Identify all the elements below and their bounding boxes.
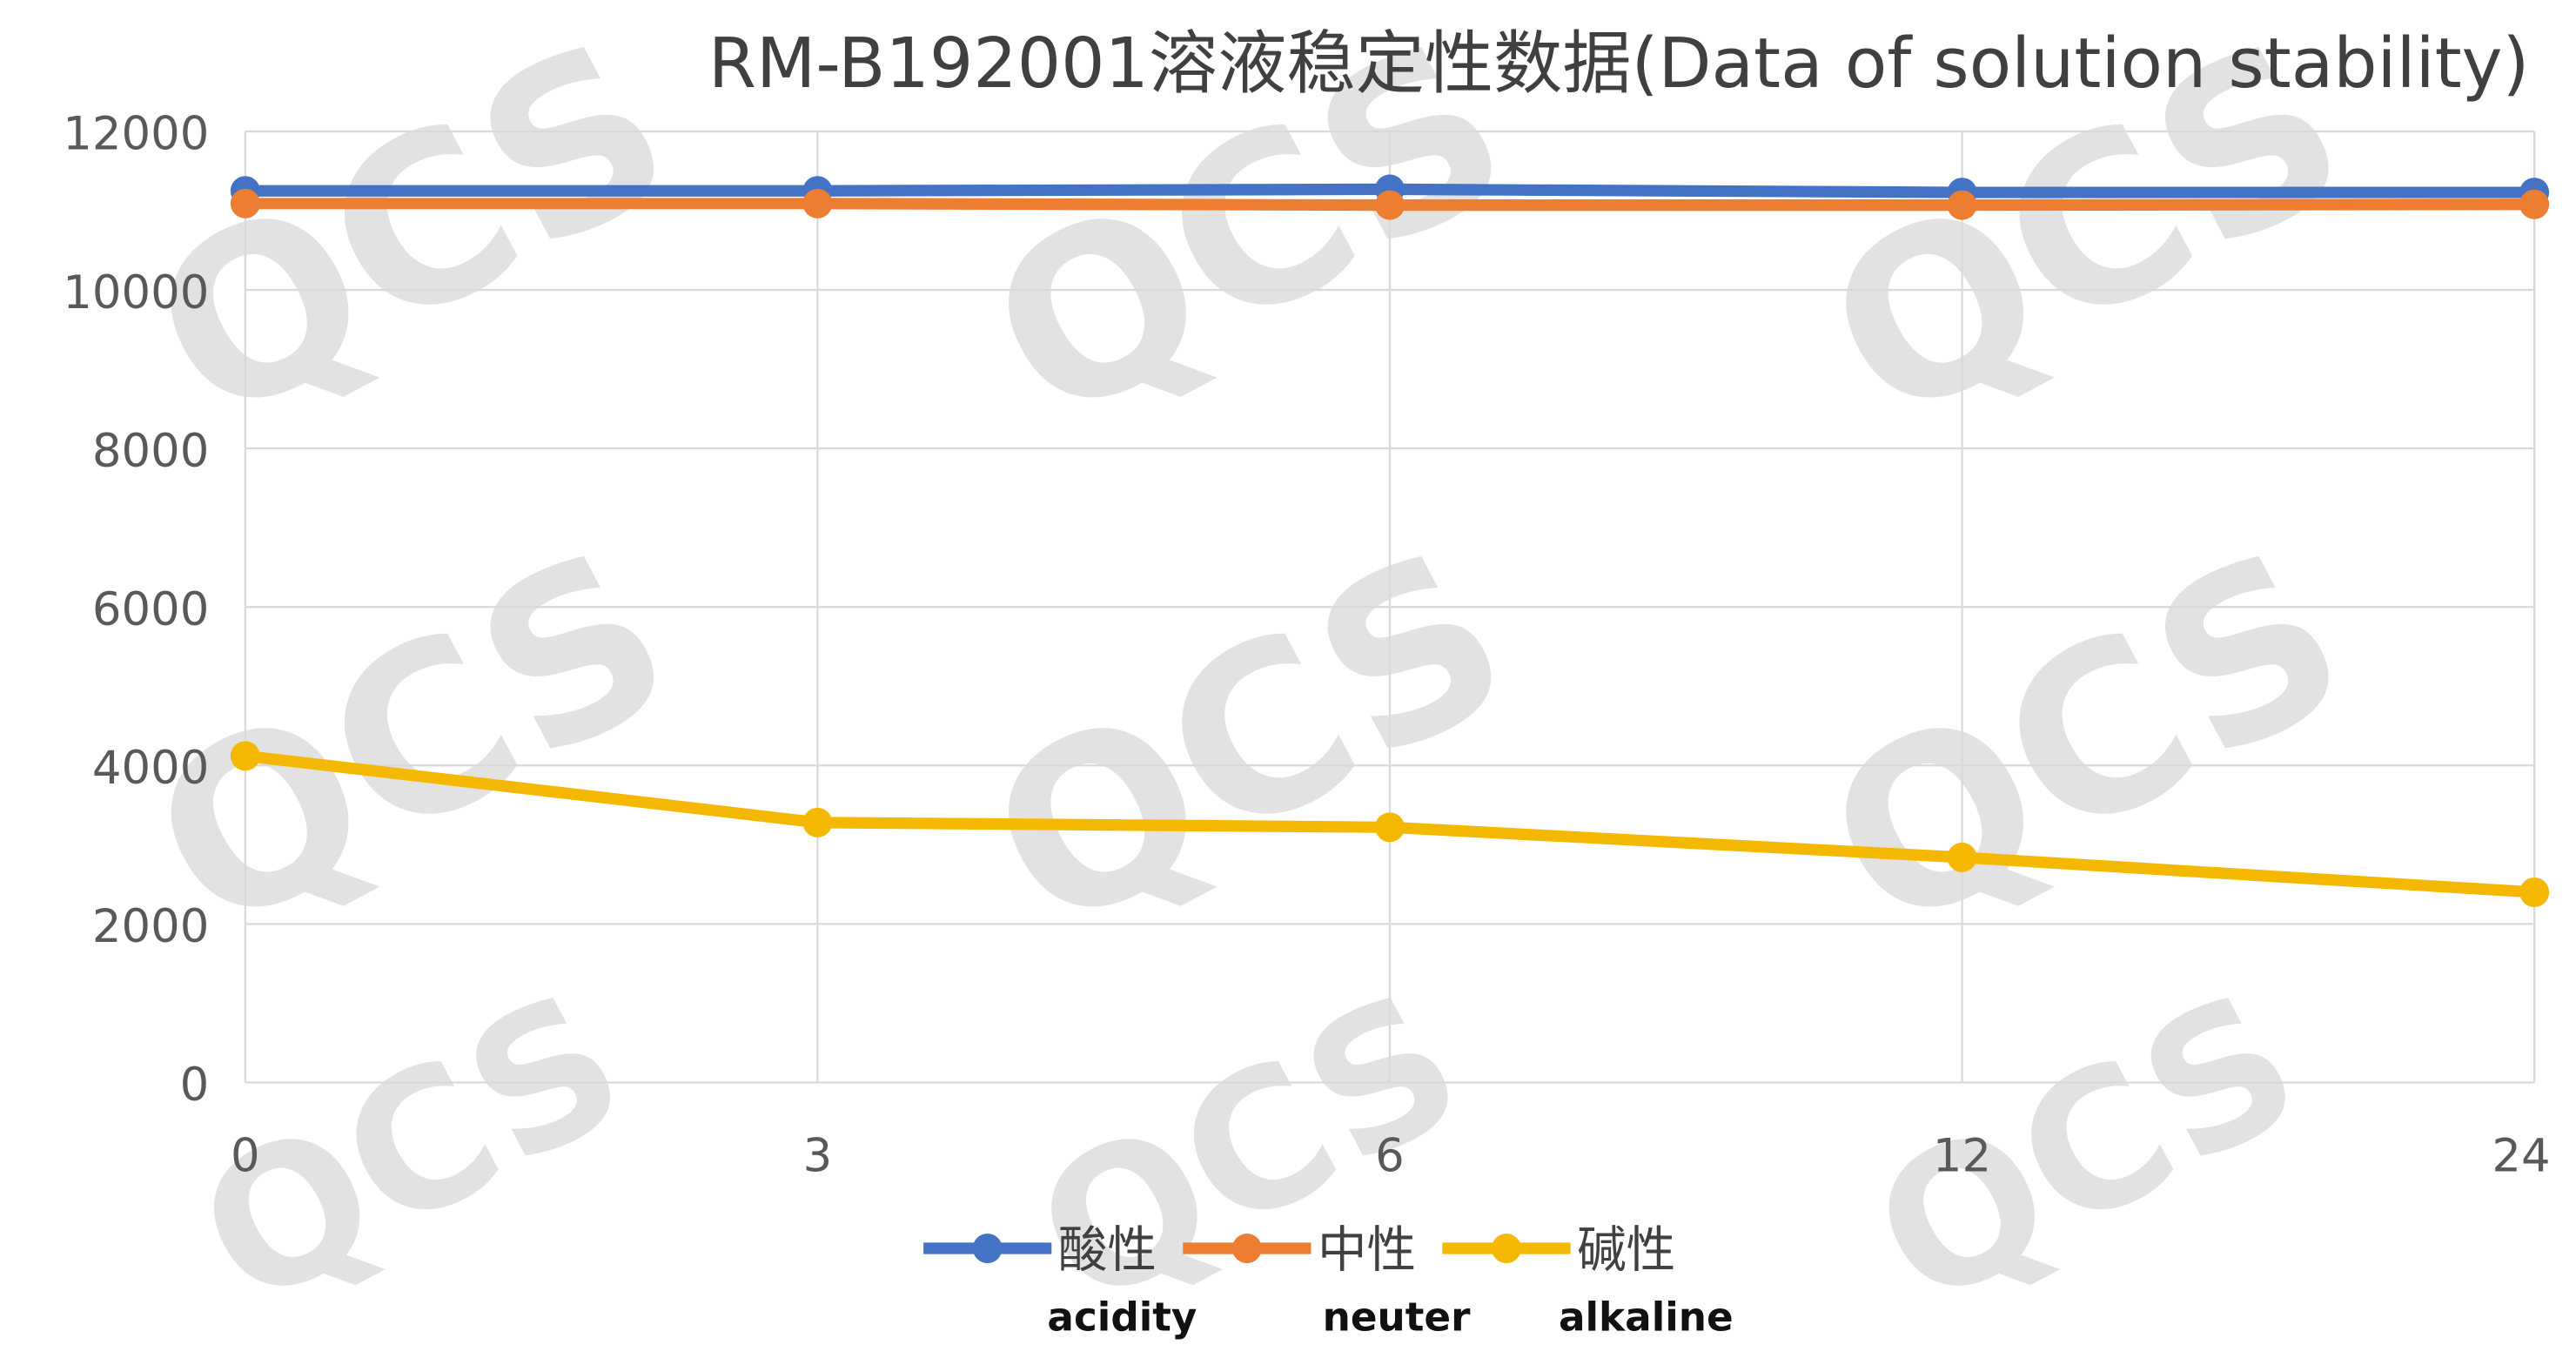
legend-item-alkaline: 碱性 alkaline: [1442, 1221, 1734, 1340]
data-point: [802, 188, 833, 219]
y-tick-label: 10000: [63, 266, 209, 319]
legend-label: 中性: [1318, 1221, 1416, 1279]
series-neuter: [230, 188, 2550, 220]
y-tick-label: 8000: [92, 425, 209, 478]
legend-label: 酸性: [1058, 1221, 1157, 1279]
watermark: QCS: [951, 499, 1548, 985]
legend-sublabel: alkaline: [1559, 1294, 1734, 1340]
x-tick-label: 12: [1933, 1129, 1991, 1182]
data-point: [802, 807, 833, 837]
y-tick-label: 4000: [92, 742, 209, 795]
legend-item-acidity: 酸性 acidity: [923, 1221, 1197, 1340]
legend-marker: [1231, 1234, 1262, 1264]
data-point: [2519, 189, 2550, 219]
data-point: [1375, 812, 1405, 843]
data-point: [1375, 190, 1405, 220]
y-tick-label: 0: [180, 1059, 210, 1112]
y-tick-label: 6000: [92, 583, 209, 636]
watermark: QCS: [113, 0, 710, 476]
data-point: [2519, 877, 2550, 907]
watermark: QCS: [1004, 951, 1494, 1351]
legend-marker: [972, 1234, 1003, 1264]
series-alkaline: [230, 741, 2550, 907]
x-axis: 0 3 6 12 24: [231, 1129, 2551, 1182]
data-point: [1947, 190, 1977, 220]
legend-label: 碱性: [1577, 1221, 1675, 1279]
x-tick-label: 24: [2492, 1129, 2550, 1182]
data-point: [230, 741, 260, 771]
watermark: QCS: [1841, 951, 2331, 1351]
legend-sublabel: neuter: [1323, 1294, 1471, 1340]
legend-sublabel: acidity: [1047, 1294, 1197, 1340]
y-tick-label: 2000: [92, 900, 209, 953]
x-tick-label: 6: [1375, 1129, 1405, 1182]
data-point: [230, 188, 260, 219]
series-layer: [230, 174, 2550, 907]
legend: 酸性 acidity 中性 neuter 碱性 alkaline: [923, 1221, 1734, 1340]
x-tick-label: 0: [231, 1129, 260, 1182]
x-tick-label: 3: [803, 1129, 833, 1182]
chart-title: RM-B192001溶液稳定性数据(Data of solution stabi…: [708, 23, 2530, 104]
data-point: [1947, 842, 1977, 872]
y-tick-label: 12000: [63, 108, 209, 161]
grid: [244, 130, 2536, 1084]
legend-marker: [1491, 1234, 1521, 1264]
watermark: QCS: [1788, 499, 2385, 985]
y-axis: 0 2000 4000 6000 8000 10000 12000: [63, 108, 209, 1113]
legend-item-neuter: 中性 neuter: [1183, 1221, 1471, 1340]
